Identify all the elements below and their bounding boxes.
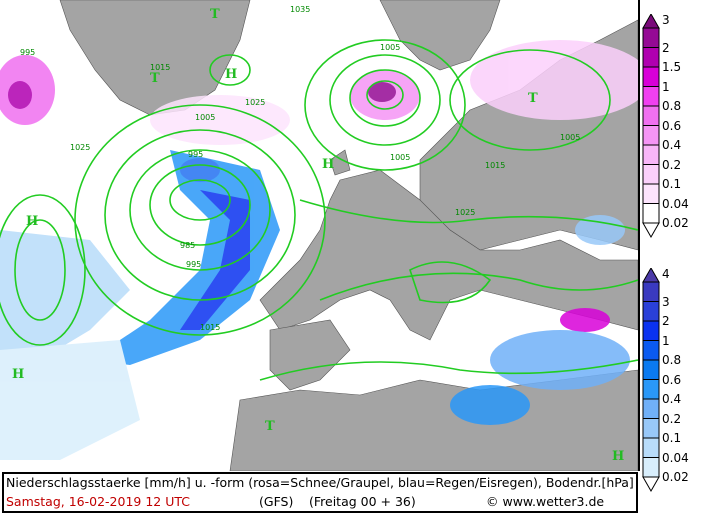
colorbar-label: 0.2 bbox=[662, 411, 682, 426]
colorbar-swatch bbox=[642, 105, 660, 126]
svg-text:995: 995 bbox=[186, 260, 201, 269]
svg-text:1025: 1025 bbox=[70, 143, 90, 152]
colorbar-label: 0.2 bbox=[662, 157, 682, 172]
svg-text:H: H bbox=[12, 367, 24, 382]
colorbar-label: 0.6 bbox=[662, 372, 682, 387]
colorbar-bottom-arrow bbox=[642, 222, 660, 239]
colorbar-swatch bbox=[642, 340, 660, 361]
colorbar-label: 1 bbox=[662, 79, 670, 94]
caption-description: Niederschlagsstaerke [mm/h] u. -form (ro… bbox=[6, 475, 634, 490]
colorbar-label: 3 bbox=[662, 13, 670, 27]
colorbar-swatch bbox=[642, 320, 660, 341]
colorbar-label: 0.04 bbox=[662, 450, 689, 465]
colorbar-swatch bbox=[642, 164, 660, 185]
svg-text:1015: 1015 bbox=[485, 161, 505, 170]
colorbar-label: 2 bbox=[662, 40, 670, 55]
colorbar-swatch bbox=[642, 457, 660, 478]
svg-text:1025: 1025 bbox=[455, 208, 475, 217]
colorbar-swatch bbox=[642, 144, 660, 165]
svg-text:H: H bbox=[322, 157, 334, 172]
svg-text:995: 995 bbox=[188, 150, 203, 159]
land-masses bbox=[59, 0, 638, 471]
caption-copyright: © www.wetter3.de bbox=[486, 494, 605, 509]
colorbar-swatch bbox=[642, 125, 660, 146]
colorbar-swatch bbox=[642, 359, 660, 380]
colorbar-top-arrow bbox=[642, 14, 660, 29]
caption-model: (GFS) bbox=[259, 494, 294, 509]
colorbar-label: 0.1 bbox=[662, 177, 682, 191]
colorbar-swatch bbox=[642, 203, 660, 224]
svg-text:1005: 1005 bbox=[195, 113, 215, 122]
svg-text:1005: 1005 bbox=[560, 133, 580, 142]
svg-text:T: T bbox=[210, 7, 220, 22]
colorbar-label: 0.8 bbox=[662, 99, 682, 113]
svg-text:H: H bbox=[225, 67, 237, 82]
colorbar-label: 0.1 bbox=[662, 431, 682, 445]
isobars bbox=[0, 39, 638, 381]
rain-areas bbox=[0, 150, 630, 460]
svg-text:T: T bbox=[150, 71, 160, 86]
colorbar-label: 1.5 bbox=[662, 60, 682, 74]
colorbar-label: 4 bbox=[662, 267, 670, 281]
colorbar-label: 1 bbox=[662, 333, 670, 348]
colorbar-label: 0.4 bbox=[662, 392, 682, 406]
svg-text:1005: 1005 bbox=[380, 43, 400, 52]
svg-text:1025: 1025 bbox=[245, 98, 265, 107]
caption-date: Samstag, 16-02-2019 12 UTC bbox=[6, 494, 191, 509]
colorbar-swatch bbox=[642, 418, 660, 439]
caption-run: (Freitag 00 + 36) bbox=[309, 494, 416, 509]
colorbar-label: 0.4 bbox=[662, 138, 682, 152]
colorbar-swatch bbox=[642, 47, 660, 68]
svg-text:T: T bbox=[265, 419, 275, 434]
colorbar-top-arrow bbox=[642, 268, 660, 283]
colorbar-label: 0.04 bbox=[662, 196, 689, 211]
colorbar-bottom-arrow bbox=[642, 476, 660, 493]
colorbar-swatch bbox=[642, 301, 660, 322]
colorbar-label: 0.8 bbox=[662, 353, 682, 367]
svg-text:1015: 1015 bbox=[200, 323, 220, 332]
svg-text:1015: 1015 bbox=[150, 63, 170, 72]
colorbar-swatch bbox=[642, 379, 660, 400]
colorbar-label: 0.02 bbox=[662, 216, 689, 230]
colorbar-label: 0.02 bbox=[662, 470, 689, 484]
legend-rain: 4 3 2 1 0.8 0.6 0.4 0.2 0.1 0.04 0.02 bbox=[640, 268, 704, 498]
colorbar-swatch bbox=[642, 183, 660, 204]
colorbar-swatch bbox=[642, 27, 660, 48]
svg-text:1005: 1005 bbox=[390, 153, 410, 162]
svg-text:985: 985 bbox=[180, 241, 195, 250]
colorbar-swatch bbox=[642, 437, 660, 458]
colorbar-label: 0.6 bbox=[662, 118, 682, 133]
colorbar-swatch bbox=[642, 398, 660, 419]
colorbar-label: 2 bbox=[662, 314, 670, 328]
weather-map: 995 1015 1025 1005 1025 995 1005 985 995 1015… bbox=[0, 0, 640, 471]
svg-text:H: H bbox=[26, 214, 38, 229]
legend-snow: 3 2 1.5 1 0.8 0.6 0.4 0.2 0.1 0.04 0.02 bbox=[640, 14, 704, 244]
colorbar-swatch bbox=[642, 281, 660, 302]
svg-text:1035: 1035 bbox=[290, 5, 310, 14]
pressure-labels: 995 1015 1025 1005 1025 995 1005 985 995 1015… bbox=[12, 5, 624, 464]
colorbar-swatch bbox=[642, 86, 660, 107]
svg-text:H: H bbox=[612, 449, 624, 464]
colorbar-swatch bbox=[642, 66, 660, 87]
caption-box: Niederschlagsstaerke [mm/h] u. -form (ro… bbox=[2, 472, 638, 513]
svg-text:995: 995 bbox=[20, 48, 35, 57]
colorbar-label: 3 bbox=[662, 294, 670, 309]
svg-text:T: T bbox=[528, 91, 538, 106]
